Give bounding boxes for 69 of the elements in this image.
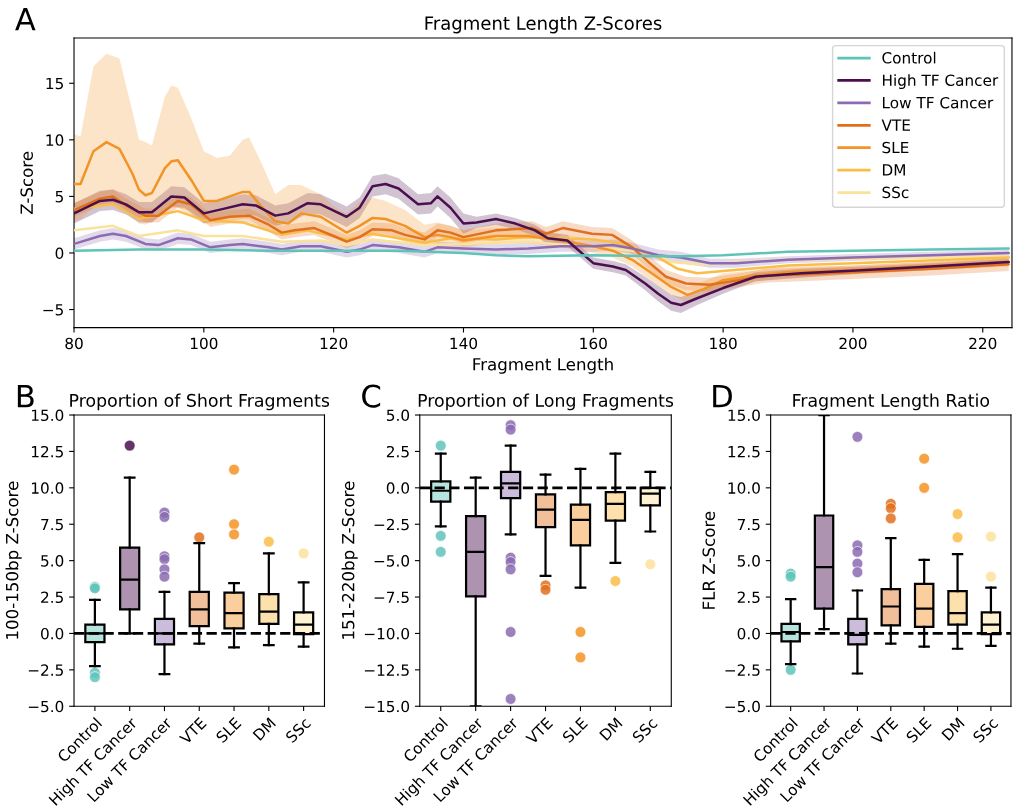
y-tick-label: 2.5: [737, 591, 760, 604]
y-tick-label: 10.0: [31, 482, 64, 494]
y-tick-label: −7.5: [374, 591, 409, 604]
y-tick-label: 2.5: [386, 445, 409, 458]
y-axis-title: 100-150bp Z-Score: [5, 481, 22, 639]
text: A: [15, 8, 36, 31]
y-tick-label: 15.0: [728, 409, 760, 422]
legend-label: SLE: [882, 141, 909, 154]
chart-title: Fragment Length Z-Scores: [425, 15, 662, 34]
chart-title: Proportion of Short Fragments: [70, 393, 330, 411]
y-tick-label: −5: [43, 304, 63, 316]
x-tick-label: 160: [580, 337, 607, 350]
y-tick-label: 7.5: [737, 518, 760, 531]
y-tick-label: 5: [55, 191, 63, 203]
y-tick-label: 5.0: [386, 409, 410, 422]
x-tick-label: DM: [941, 717, 965, 741]
x-tick-label: 80: [65, 337, 83, 350]
x-tick-label: 140: [450, 337, 478, 350]
y-tick-label: −5.0: [374, 555, 410, 567]
x-tick-label: 220: [969, 337, 997, 350]
x-axis-title: Fragment Length: [473, 357, 613, 374]
y-tick-label: −2.5: [28, 664, 63, 676]
y-tick-label: 12.5: [728, 445, 760, 458]
y-tick-label: 10: [46, 134, 64, 146]
y-tick-label: 0.0: [737, 627, 760, 640]
legend-label: DM: [882, 164, 905, 176]
x-tick-label: 200: [839, 337, 867, 350]
y-tick-label: 5.0: [737, 555, 760, 567]
x-tick-label: VTE: [178, 717, 207, 745]
y-tick-label: −2.5: [374, 518, 409, 531]
y-tick-label: 15: [46, 77, 63, 90]
y-axis-title: 151-220bp Z-Score: [341, 481, 358, 639]
y-tick-label: −2.5: [725, 664, 760, 676]
legend-label: High TF Cancer: [882, 74, 999, 89]
legend-label: SSc: [882, 186, 909, 199]
y-tick-label: 10.0: [728, 482, 760, 494]
legend-label: Low TF Cancer: [882, 96, 994, 109]
text: C: [362, 384, 381, 408]
y-tick-label: −10.0: [364, 627, 410, 640]
x-tick-label: SSc: [631, 716, 658, 744]
text: B: [17, 384, 34, 408]
x-tick-label: SSc: [284, 716, 312, 744]
x-tick-label: 180: [710, 337, 737, 350]
y-tick-label: 0.0: [41, 627, 64, 640]
y-axis-title: FLR Z-Score: [702, 511, 716, 609]
y-tick-label: 5.0: [41, 555, 64, 567]
x-tick-label: 120: [320, 337, 348, 350]
y-tick-label: 15.0: [31, 409, 64, 422]
legend-label: Control: [882, 51, 936, 64]
chart-title: Fragment Length Ratio: [793, 393, 990, 411]
y-tick-label: 0: [55, 247, 64, 259]
y-tick-label: 12.5: [31, 445, 63, 458]
x-tick-label: 100: [190, 337, 218, 350]
x-tick-label: VTE: [870, 717, 899, 745]
y-tick-label: −5.0: [28, 700, 64, 713]
x-tick-label: SSc: [972, 716, 999, 744]
y-tick-label: −12.5: [364, 664, 409, 676]
y-axis-title: Z-Score: [20, 151, 33, 214]
x-tick-label: DM: [599, 717, 623, 741]
text: D: [713, 384, 732, 408]
y-tick-label: 2.5: [41, 591, 63, 604]
y-tick-label: −5.0: [725, 700, 760, 713]
y-tick-label: 0.0: [386, 482, 410, 494]
legend-label: VTE: [881, 119, 910, 131]
y-tick-label: −15.0: [364, 700, 410, 713]
x-tick-label: VTE: [525, 717, 554, 745]
chart-title: Proportion of Long Fragments: [418, 393, 674, 411]
y-tick-label: 7.5: [41, 518, 63, 531]
x-tick-label: DM: [252, 717, 276, 741]
